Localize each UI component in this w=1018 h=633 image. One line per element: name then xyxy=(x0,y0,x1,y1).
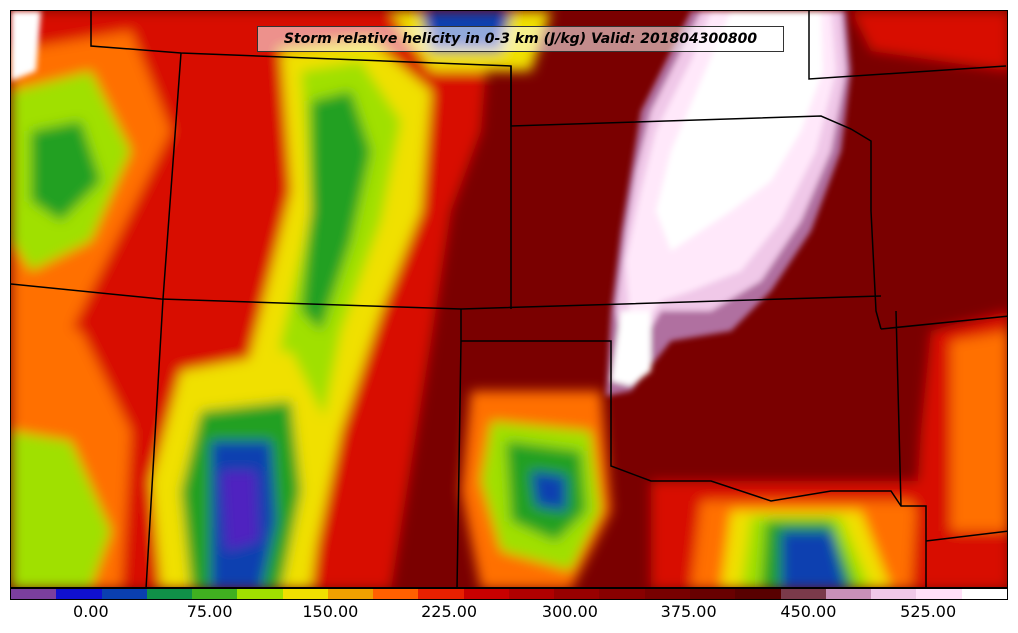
colorbar-segment xyxy=(644,589,690,599)
state-boundaries xyxy=(11,11,1007,587)
east-orange-region xyxy=(951,331,1007,531)
colorbar-tick-label: 225.00 xyxy=(421,602,478,621)
colorbar-tick-label: 0.00 xyxy=(73,602,109,621)
colorbar-tick-label: 525.00 xyxy=(900,602,957,621)
colorbar-segment xyxy=(735,589,781,599)
colorbar xyxy=(10,588,1008,600)
colorbar-segment xyxy=(373,589,419,599)
colorbar-segment xyxy=(780,589,826,599)
colorbar-segment xyxy=(463,589,509,599)
northwest-corner-white xyxy=(11,11,41,81)
colorbar-tick-label: 150.00 xyxy=(302,602,359,621)
helicity-max-south-tail xyxy=(611,311,651,386)
map-panel: Storm relative helicity in 0-3 km (J/kg)… xyxy=(10,10,1008,588)
colorbar-segment xyxy=(599,589,645,599)
colorbar-segment xyxy=(508,589,555,599)
southern-boundary xyxy=(456,309,927,587)
colorbar-segment xyxy=(961,589,1007,599)
colorbar-segment xyxy=(871,589,917,599)
colorbar-tick-label: 450.00 xyxy=(780,602,837,621)
helicity-max-white xyxy=(656,11,823,251)
panhandle-blue-core xyxy=(531,471,566,511)
west-edge-lime xyxy=(11,431,111,587)
helicity-field xyxy=(11,11,1007,587)
map-title: Storm relative helicity in 0-3 km (J/kg)… xyxy=(257,26,784,52)
northeast-red-strip xyxy=(851,11,1007,71)
rockies-boundary xyxy=(145,52,512,587)
colorbar-segment xyxy=(56,589,102,599)
colorbar-segment xyxy=(146,589,193,599)
colorbar-segment xyxy=(101,589,147,599)
colorbar-tick-label: 75.00 xyxy=(186,602,233,621)
colorbar-segment xyxy=(554,589,600,599)
colorbar-segment xyxy=(825,589,872,599)
colorbar-segment xyxy=(237,589,283,599)
south-central-blue xyxy=(781,531,846,587)
colorbar-segment xyxy=(282,589,328,599)
eastern-boundary xyxy=(880,310,1007,542)
colorbar-segment xyxy=(192,589,238,599)
colorbar-segment xyxy=(327,589,374,599)
central-boundary xyxy=(11,283,882,310)
colorbar-segment xyxy=(418,589,464,599)
mountain-green-band xyxy=(301,91,371,331)
colorbar-segment xyxy=(916,589,962,599)
colorbar-ticks: 0.00 75.00 150.00 225.00 300.00 375.00 450.00 5… xyxy=(10,602,1008,626)
northwest-green-patch xyxy=(31,121,101,221)
colorbar-segment xyxy=(11,589,57,599)
southwest-violet-core xyxy=(221,471,259,551)
colorbar-tick-label: 375.00 xyxy=(660,602,717,621)
colorbar-segment xyxy=(689,589,736,599)
colorbar-tick-label: 300.00 xyxy=(541,602,598,621)
